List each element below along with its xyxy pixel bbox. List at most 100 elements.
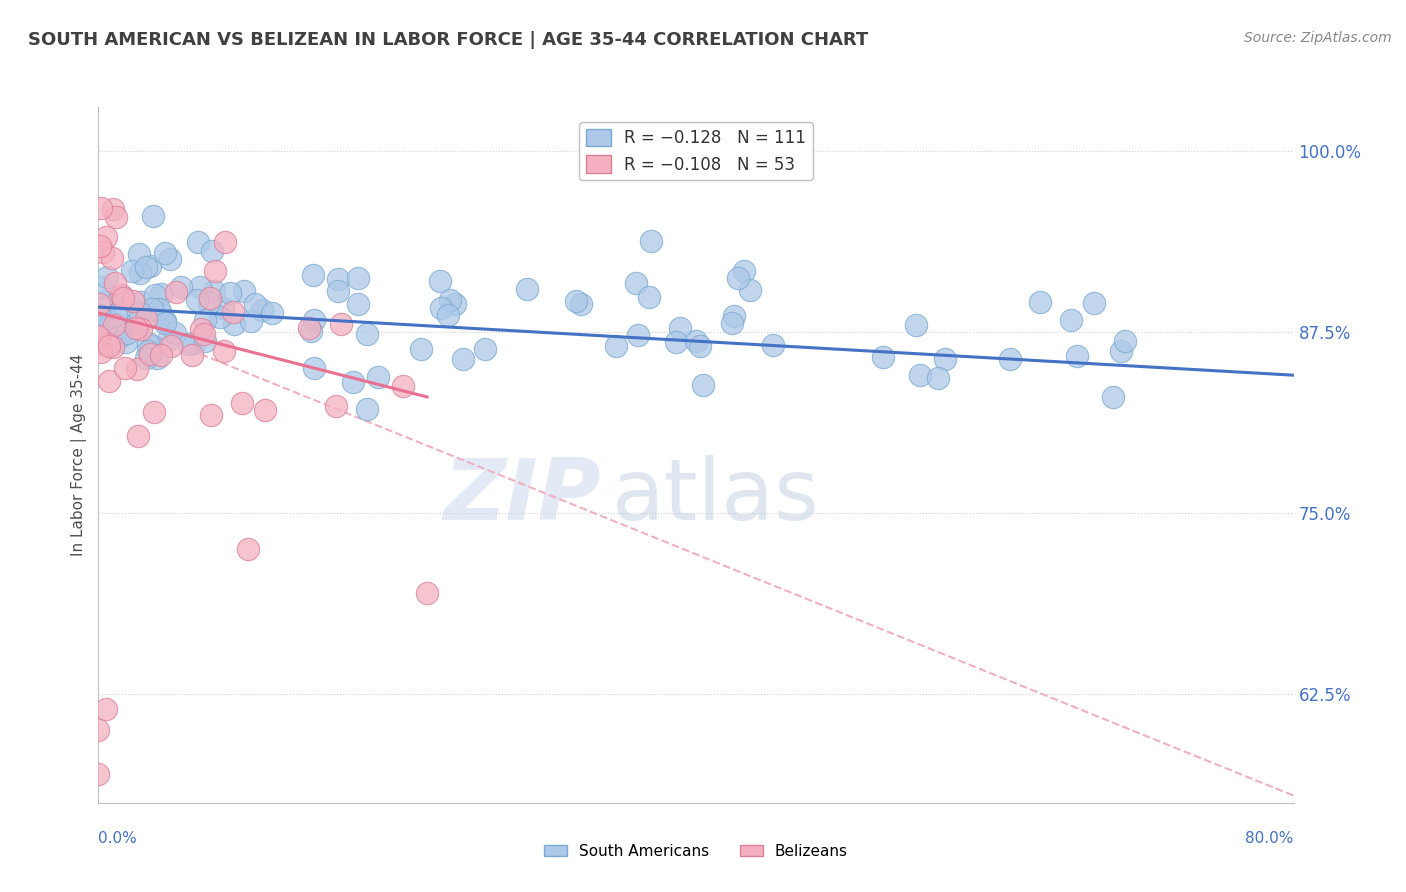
Point [100,252,122,266]
Point [89,335,111,350]
Point [198,291,221,305]
Point [624,276,647,290]
Point [87,329,110,343]
Point [136,336,159,351]
Point [409,342,432,356]
Point [640,234,662,248]
Point [738,283,761,297]
Point [727,270,749,285]
Point [231,395,253,409]
Point [190,322,212,336]
Point [356,326,378,341]
Point [124,320,146,334]
Point [143,288,166,302]
Point [762,338,785,352]
Point [627,327,650,342]
Point [94,310,117,325]
Point [89,239,111,253]
Point [1114,334,1136,349]
Point [204,264,226,278]
Point [908,368,931,382]
Point [94,701,117,715]
Point [131,294,153,309]
Point [150,348,173,362]
Point [97,336,120,351]
Point [904,318,927,333]
Point [103,202,125,216]
Point [90,201,112,215]
Text: Source: ZipAtlas.com: Source: ZipAtlas.com [1244,31,1392,45]
Point [105,309,128,323]
Text: ZIP: ZIP [443,455,600,538]
Point [721,316,744,330]
Point [214,235,236,249]
Point [391,379,413,393]
Point [193,326,215,341]
Point [149,307,172,321]
Point [872,350,894,364]
Point [104,211,127,225]
Point [127,429,149,443]
Point [689,339,711,353]
Point [453,351,475,366]
Point [346,270,368,285]
Point [156,334,179,348]
Point [222,305,245,319]
Point [87,767,110,781]
Point [93,312,115,326]
Point [183,335,205,350]
Point [346,296,368,310]
Point [685,334,707,349]
Point [100,315,122,329]
Point [565,294,588,309]
Point [233,284,256,298]
Point [208,310,231,324]
Point [128,306,150,320]
Point [87,308,110,322]
Point [569,297,592,311]
Point [115,334,138,349]
Point [325,399,347,413]
Point [669,321,692,335]
Point [170,280,193,294]
Point [367,370,389,384]
Point [153,314,176,328]
Point [1083,296,1105,310]
Point [218,286,240,301]
Point [254,403,277,417]
Point [180,348,202,362]
Point [111,289,134,303]
Point [214,343,236,358]
Point [356,402,378,417]
Point [118,320,141,334]
Point [240,314,263,328]
Point [136,343,159,358]
Point [90,280,112,294]
Point [927,371,949,385]
Point [104,277,127,291]
Point [194,334,217,349]
Point [87,296,110,310]
Point [437,308,460,322]
Point [723,309,745,323]
Point [330,317,353,331]
Point [143,405,166,419]
Point [135,351,157,365]
Point [90,345,112,359]
Point [430,301,453,315]
Text: SOUTH AMERICAN VS BELIZEAN IN LABOR FORCE | AGE 35-44 CORRELATION CHART: SOUTH AMERICAN VS BELIZEAN IN LABOR FORC… [28,31,869,49]
Point [94,230,117,244]
Text: 80.0%: 80.0% [1246,830,1294,846]
Point [250,303,273,318]
Point [211,301,233,316]
Point [163,326,186,340]
Point [444,297,467,311]
Point [127,315,149,329]
Point [201,244,224,258]
Point [138,347,160,361]
Legend: South Americans, Belizeans: South Americans, Belizeans [538,838,853,864]
Point [1066,349,1088,363]
Point [98,374,121,388]
Point [148,302,170,317]
Point [638,290,661,304]
